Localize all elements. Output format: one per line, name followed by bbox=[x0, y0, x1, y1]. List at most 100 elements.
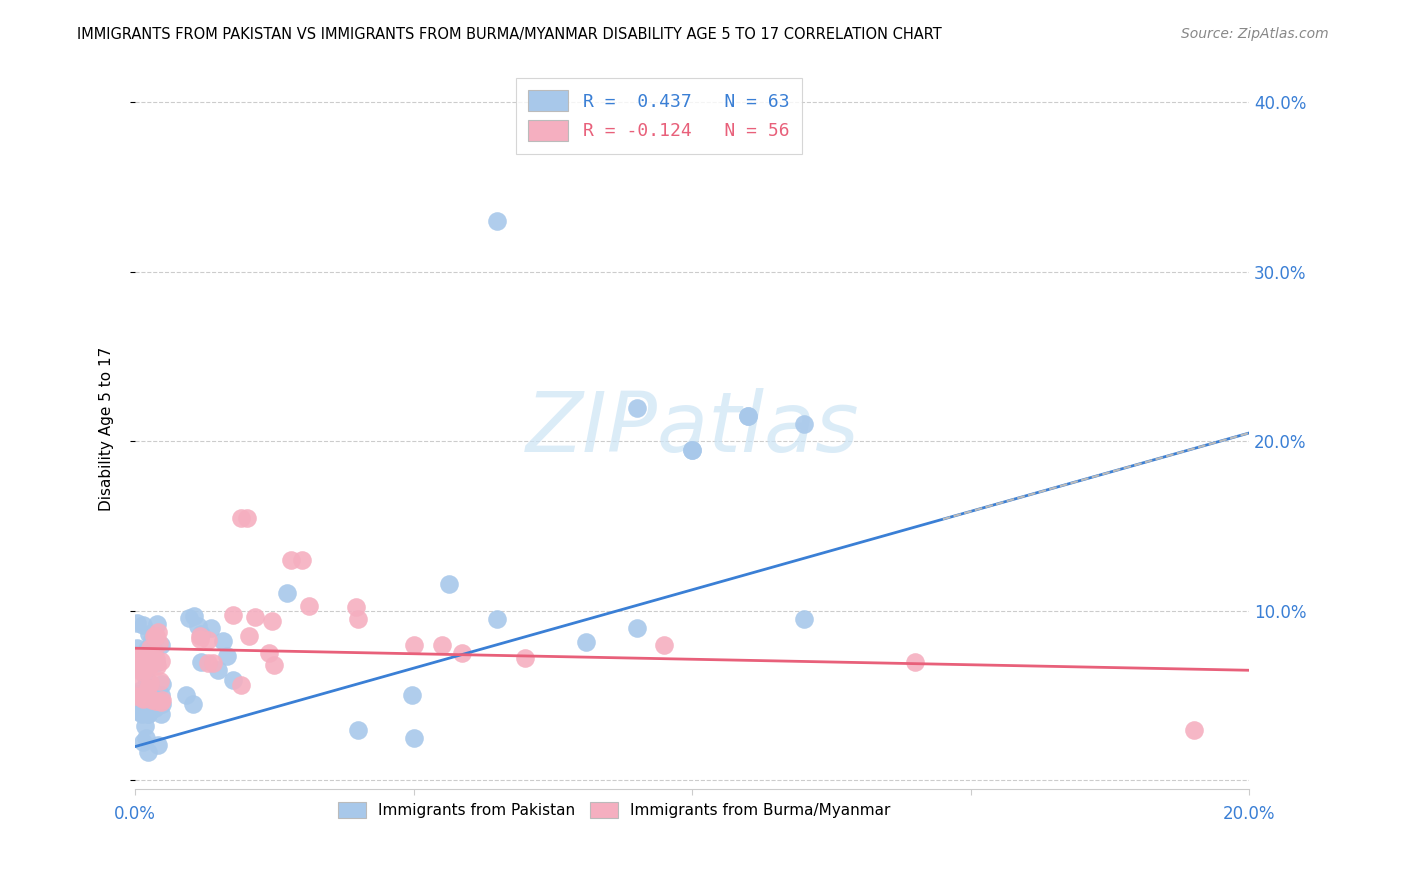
Point bbox=[298, 599, 321, 613]
Point bbox=[217, 649, 239, 664]
Point bbox=[179, 611, 201, 625]
Point bbox=[138, 648, 160, 662]
Point bbox=[139, 640, 162, 655]
Point bbox=[138, 707, 160, 722]
Point bbox=[139, 650, 162, 665]
Point bbox=[132, 660, 155, 674]
Point bbox=[127, 663, 149, 677]
Point bbox=[681, 442, 703, 457]
Point bbox=[291, 553, 314, 567]
Point bbox=[1182, 723, 1205, 737]
Point bbox=[486, 214, 509, 228]
Point bbox=[235, 510, 257, 524]
Point bbox=[190, 655, 212, 669]
Point bbox=[125, 651, 148, 665]
Point bbox=[737, 409, 759, 423]
Point bbox=[143, 700, 166, 714]
Point bbox=[276, 585, 298, 599]
Point bbox=[149, 689, 172, 703]
Point bbox=[135, 671, 157, 685]
Point bbox=[148, 636, 170, 650]
Point bbox=[136, 746, 159, 760]
Point bbox=[243, 609, 266, 624]
Point bbox=[145, 629, 167, 643]
Point bbox=[149, 674, 172, 689]
Point bbox=[132, 691, 155, 706]
Point bbox=[128, 651, 150, 665]
Point bbox=[152, 677, 174, 691]
Point bbox=[513, 651, 536, 665]
Point bbox=[138, 676, 160, 690]
Point bbox=[132, 665, 155, 680]
Point bbox=[575, 635, 598, 649]
Point bbox=[188, 630, 211, 644]
Point bbox=[128, 704, 150, 718]
Point bbox=[197, 656, 219, 670]
Point bbox=[347, 723, 370, 737]
Text: Source: ZipAtlas.com: Source: ZipAtlas.com bbox=[1181, 27, 1329, 41]
Point bbox=[142, 629, 165, 643]
Point bbox=[231, 678, 253, 692]
Point bbox=[344, 599, 367, 614]
Point bbox=[681, 442, 703, 457]
Point bbox=[125, 681, 148, 695]
Point bbox=[142, 644, 165, 658]
Point bbox=[190, 627, 212, 641]
Point bbox=[150, 653, 173, 667]
Point bbox=[141, 632, 163, 646]
Text: 0.0%: 0.0% bbox=[114, 805, 156, 823]
Point bbox=[150, 693, 173, 707]
Point bbox=[128, 662, 150, 676]
Point bbox=[904, 655, 927, 669]
Point bbox=[260, 615, 283, 629]
Point bbox=[793, 417, 815, 432]
Point bbox=[127, 615, 149, 630]
Point bbox=[125, 687, 148, 701]
Point bbox=[131, 706, 153, 721]
Point bbox=[626, 401, 648, 415]
Point bbox=[263, 658, 285, 673]
Point bbox=[793, 612, 815, 626]
Point bbox=[135, 731, 157, 745]
Point bbox=[187, 619, 209, 633]
Point bbox=[131, 617, 153, 632]
Point bbox=[146, 625, 169, 640]
Point bbox=[150, 697, 173, 711]
Point bbox=[139, 641, 162, 656]
Point bbox=[212, 634, 235, 648]
Point bbox=[138, 626, 160, 640]
Point bbox=[136, 706, 159, 721]
Point bbox=[181, 698, 204, 712]
Point bbox=[257, 646, 280, 660]
Point bbox=[129, 660, 152, 674]
Point bbox=[146, 738, 169, 752]
Point bbox=[280, 553, 302, 567]
Point bbox=[221, 608, 243, 623]
Point bbox=[202, 656, 225, 670]
Point bbox=[132, 735, 155, 749]
Point bbox=[128, 657, 150, 672]
Point bbox=[146, 616, 169, 631]
Point bbox=[136, 681, 159, 696]
Point bbox=[145, 658, 167, 673]
Point bbox=[150, 707, 173, 722]
Point bbox=[174, 688, 197, 702]
Point bbox=[143, 698, 166, 712]
Point bbox=[626, 621, 648, 635]
Text: 20.0%: 20.0% bbox=[1223, 805, 1275, 823]
Point bbox=[136, 642, 159, 657]
Point bbox=[347, 612, 370, 626]
Point bbox=[145, 652, 167, 666]
Point bbox=[197, 632, 219, 647]
Y-axis label: Disability Age 5 to 17: Disability Age 5 to 17 bbox=[100, 347, 114, 511]
Point bbox=[486, 612, 509, 626]
Point bbox=[134, 719, 156, 733]
Text: ZIPatlas: ZIPatlas bbox=[526, 388, 859, 469]
Point bbox=[737, 409, 759, 423]
Point bbox=[149, 695, 172, 709]
Point bbox=[141, 693, 163, 707]
Point bbox=[402, 731, 425, 745]
Point bbox=[139, 681, 162, 696]
Point bbox=[124, 689, 146, 703]
Point bbox=[127, 640, 149, 655]
